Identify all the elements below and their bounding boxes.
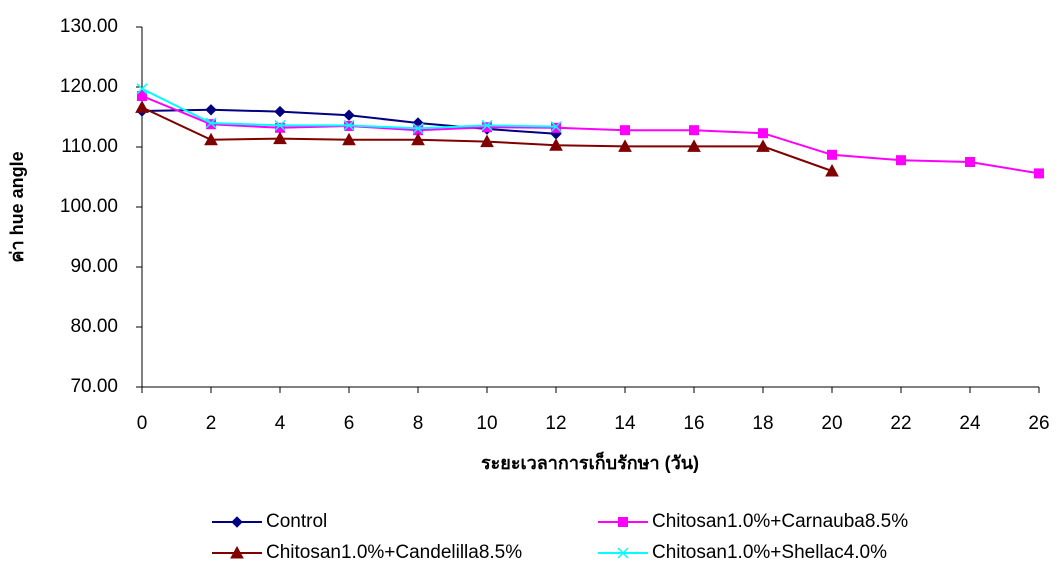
legend-marker — [619, 518, 628, 527]
data-point — [483, 123, 492, 132]
x-tick-label: 2 — [206, 413, 217, 434]
x-tick-label: 26 — [1028, 413, 1049, 434]
x-tick-label: 8 — [413, 413, 424, 434]
y-tick-label: 120.00 — [60, 76, 118, 97]
legend-label: Chitosan1.0%+Carnauba8.5% — [652, 511, 908, 532]
data-point — [206, 105, 216, 115]
y-tick-label: 90.00 — [70, 256, 118, 277]
page: {"chart_data": {"type": "line", "x_label… — [0, 0, 1058, 572]
legend-marker — [232, 517, 242, 527]
x-tick-label: 0 — [137, 413, 148, 434]
legend-label: Control — [266, 511, 327, 532]
data-point — [136, 101, 148, 112]
legend-label: Chitosan1.0%+Candelilla8.5% — [266, 542, 522, 563]
y-tick-label: 130.00 — [60, 16, 118, 37]
data-point — [275, 107, 285, 117]
x-tick-label: 16 — [683, 413, 704, 434]
legend-label: Chitosan1.0%+Shellac4.0% — [652, 542, 887, 563]
x-tick-label: 18 — [752, 413, 773, 434]
data-point — [828, 150, 837, 159]
y-tick-label: 110.00 — [61, 136, 118, 157]
x-tick-label: 20 — [821, 413, 842, 434]
data-point — [552, 123, 561, 132]
x-axis-title: ระยะเวลาการเก็บรักษา (วัน) — [481, 451, 699, 473]
data-point — [621, 126, 630, 135]
y-tick-label: 80.00 — [70, 316, 118, 337]
x-tick-label: 24 — [959, 413, 981, 434]
x-tick-label: 6 — [344, 413, 355, 434]
data-point — [759, 129, 768, 138]
x-tick-label: 12 — [545, 413, 566, 434]
data-point — [897, 156, 906, 165]
data-point — [344, 110, 354, 120]
y-tick-label: 70.00 — [70, 376, 118, 397]
x-tick-label: 10 — [476, 413, 497, 434]
chart: ระยะเวลาการเก็บรักษา (วัน) ค่า hue angle… — [0, 0, 1058, 572]
x-tick-label: 22 — [890, 413, 911, 434]
x-tick-label: 4 — [275, 413, 286, 434]
data-point — [690, 126, 699, 135]
data-point — [1035, 169, 1044, 178]
y-tick-label: 100.00 — [60, 196, 118, 217]
data-point — [966, 158, 975, 167]
x-tick-label: 14 — [614, 413, 636, 434]
y-axis-title: ค่า hue angle — [7, 151, 27, 262]
